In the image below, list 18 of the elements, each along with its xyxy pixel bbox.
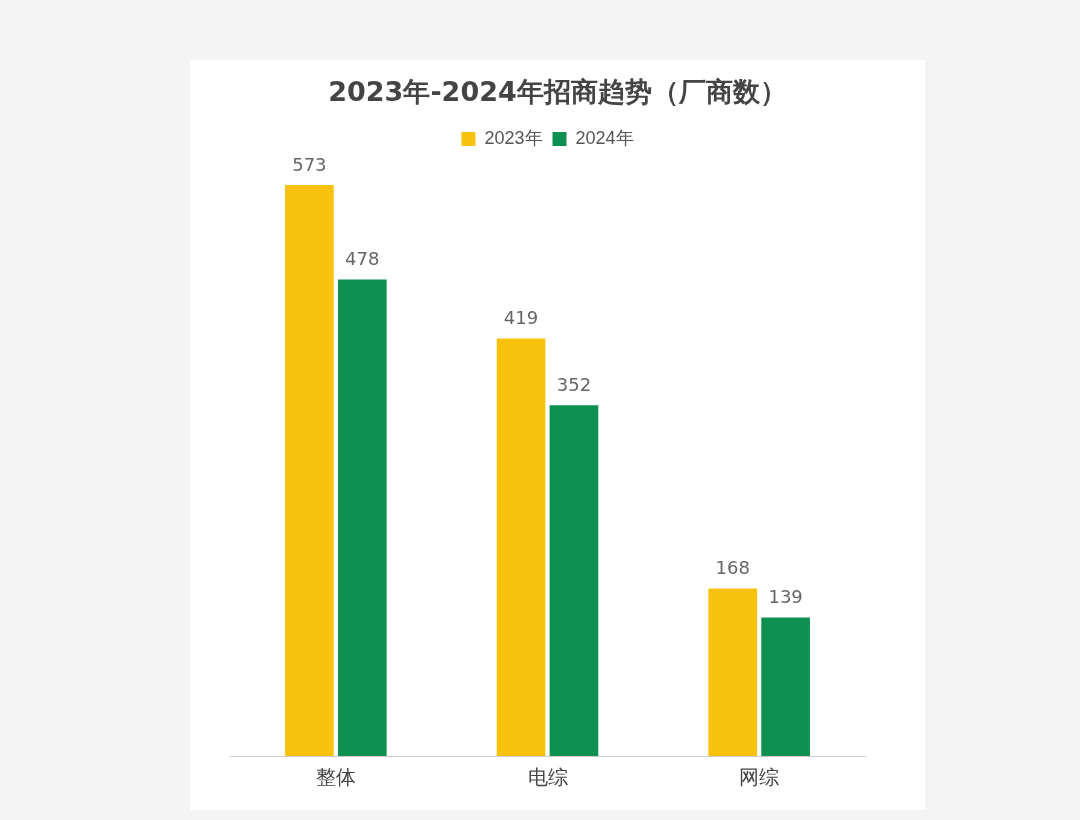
data-label: 139 (768, 586, 803, 608)
data-label: 352 (556, 373, 592, 395)
data-label: 419 (503, 307, 539, 329)
bar (708, 588, 758, 756)
x-tick-label: 网综 (739, 765, 780, 788)
x-tick-label: 整体 (315, 765, 356, 788)
bar (496, 338, 546, 756)
data-label: 573 (292, 153, 327, 175)
data-label: 478 (345, 248, 380, 270)
legend-label: 2023年 (484, 127, 543, 148)
chart-title: 2023年-2024年招商趋势（厂商数） (327, 75, 788, 109)
data-label: 168 (715, 557, 750, 579)
bar (337, 279, 387, 756)
bar (761, 617, 810, 756)
legend-label: 2024年 (575, 127, 634, 148)
x-tick-label: 电综 (527, 765, 568, 788)
bar (285, 184, 334, 756)
bar (549, 405, 599, 756)
